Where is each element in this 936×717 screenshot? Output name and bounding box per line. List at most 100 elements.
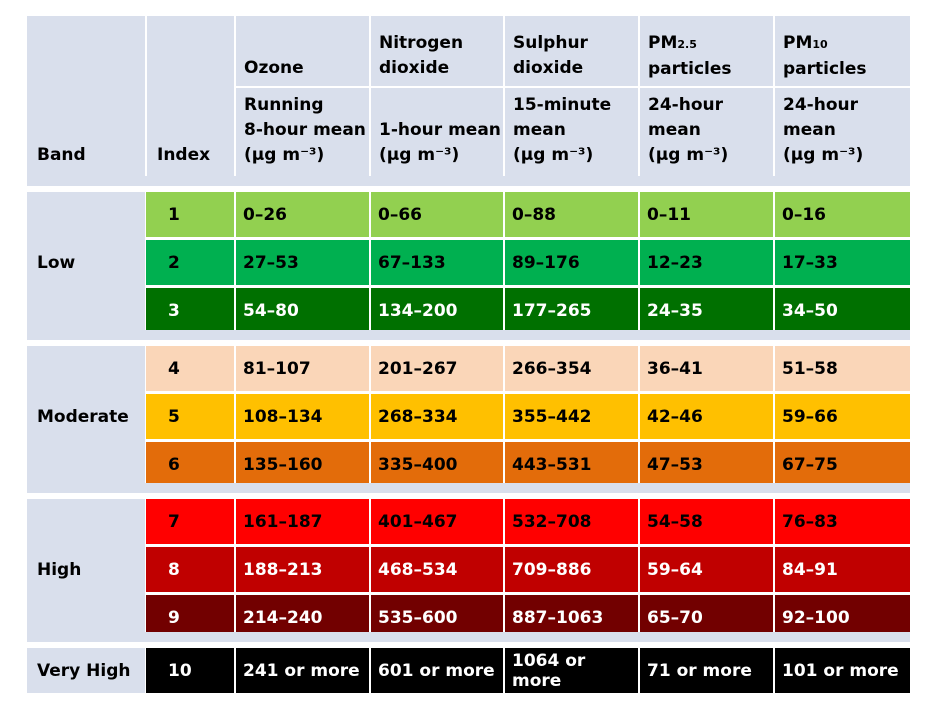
value-cell: 709–886	[512, 559, 592, 580]
header-pollutant-so2: Sulphur dioxide	[513, 33, 588, 78]
header-measure-no2: 1-hour mean (µg m⁻³)	[379, 120, 501, 165]
column-divider	[369, 648, 371, 693]
column-divider	[503, 288, 505, 333]
band-separator	[27, 632, 910, 642]
value-cell: 59–66	[782, 406, 838, 427]
index-cell: 3	[168, 300, 180, 321]
band-label-cell: Low	[27, 192, 145, 333]
column-divider	[773, 499, 775, 544]
value-cell: 135–160	[243, 454, 323, 475]
value-cell: 0–11	[647, 204, 691, 225]
table-row: 5 108–134 268–334 355–442 42–46 59–66	[146, 394, 910, 439]
band-label: Very High	[37, 660, 131, 681]
band-separator	[27, 176, 910, 186]
value-cell: 188–213	[243, 559, 323, 580]
table-row: 2 27–53 67–133 89–176 12–23 17–33	[146, 240, 910, 285]
column-divider	[638, 595, 640, 640]
index-cell: 9	[168, 607, 180, 628]
column-divider	[773, 346, 775, 391]
band-label-cell: Very High	[27, 648, 145, 693]
value-cell: 51–58	[782, 358, 838, 379]
value-cell: 101 or more	[782, 660, 899, 681]
header-divider	[773, 16, 775, 176]
column-divider	[503, 442, 505, 487]
header-index: Index	[157, 145, 211, 165]
table-row: 1 0–26 0–66 0–88 0–11 0–16	[146, 192, 910, 237]
column-divider	[234, 648, 236, 693]
column-divider	[234, 499, 236, 544]
band-label: Moderate	[37, 406, 129, 427]
index-cell: 7	[168, 511, 180, 532]
header-band: Band	[37, 145, 86, 165]
header-divider	[638, 16, 640, 176]
value-cell: 54–80	[243, 300, 299, 321]
table-row: 6 135–160 335–400 443–531 47–53 67–75	[146, 442, 910, 487]
column-divider	[234, 442, 236, 487]
value-cell: 92–100	[782, 607, 850, 628]
header-measure-pm25: 24-hour mean (µg m⁻³)	[648, 95, 729, 165]
column-divider	[503, 648, 505, 693]
band-label: Low	[37, 252, 76, 273]
header-pollutant-pm25: PM2.5 particles	[648, 33, 732, 79]
band-label-cell: High	[27, 499, 145, 640]
header-measure-so2: 15-minute mean (µg m⁻³)	[513, 95, 612, 165]
value-cell: 36–41	[647, 358, 703, 379]
column-divider	[234, 394, 236, 439]
value-cell: 65–70	[647, 607, 703, 628]
column-divider	[503, 394, 505, 439]
value-cell: 532–708	[512, 511, 592, 532]
value-cell: 67–75	[782, 454, 838, 475]
column-divider	[503, 547, 505, 592]
value-cell: 0–88	[512, 204, 556, 225]
table-row: 3 54–80 134–200 177–265 24–35 34–50	[146, 288, 910, 333]
value-cell: 12–23	[647, 252, 703, 273]
header-pollutant-no2: Nitrogen dioxide	[379, 33, 464, 78]
column-divider	[503, 240, 505, 285]
value-cell: 0–26	[243, 204, 287, 225]
index-cell: 8	[168, 559, 180, 580]
value-cell: 161–187	[243, 511, 323, 532]
column-divider	[773, 442, 775, 487]
column-divider	[369, 346, 371, 391]
band-label: High	[37, 559, 82, 580]
value-cell: 76–83	[782, 511, 838, 532]
header-pollutant-pm10: PM10 particles	[783, 33, 867, 79]
value-cell: 214–240	[243, 607, 323, 628]
column-divider	[638, 547, 640, 592]
table-row: 8 188–213 468–534 709–886 59–64 84–91	[146, 547, 910, 592]
header-row-divider	[236, 86, 910, 88]
value-cell: 241 or more	[243, 660, 360, 681]
index-cell: 5	[168, 406, 180, 427]
value-cell: 443–531	[512, 454, 592, 475]
index-cell: 6	[168, 454, 180, 475]
column-divider	[369, 595, 371, 640]
column-divider	[773, 288, 775, 333]
column-divider	[234, 288, 236, 333]
column-divider	[773, 595, 775, 640]
column-divider	[638, 346, 640, 391]
header-divider	[234, 16, 236, 176]
column-divider	[638, 288, 640, 333]
value-cell: 266–354	[512, 358, 592, 379]
value-cell: 201–267	[378, 358, 458, 379]
value-cell: 468–534	[378, 559, 458, 580]
column-divider	[234, 240, 236, 285]
value-cell: 89–176	[512, 252, 580, 273]
value-cell: 27–53	[243, 252, 299, 273]
column-divider	[503, 595, 505, 640]
column-divider	[369, 547, 371, 592]
column-divider	[638, 648, 640, 693]
value-cell: 177–265	[512, 300, 592, 321]
column-divider	[234, 595, 236, 640]
table-row: 10 241 or more 601 or more 1064 or more 71 o…	[146, 648, 910, 693]
index-cell: 2	[168, 252, 180, 273]
value-cell: 81–107	[243, 358, 311, 379]
header-divider	[145, 16, 147, 176]
header-pollutant-ozone: Ozone	[244, 58, 304, 78]
index-cell: 10	[168, 660, 192, 681]
table-row: 7 161–187 401–467 532–708 54–58 76–83	[146, 499, 910, 544]
value-cell: 24–35	[647, 300, 703, 321]
header-divider	[369, 16, 371, 176]
column-divider	[503, 346, 505, 391]
column-divider	[369, 288, 371, 333]
